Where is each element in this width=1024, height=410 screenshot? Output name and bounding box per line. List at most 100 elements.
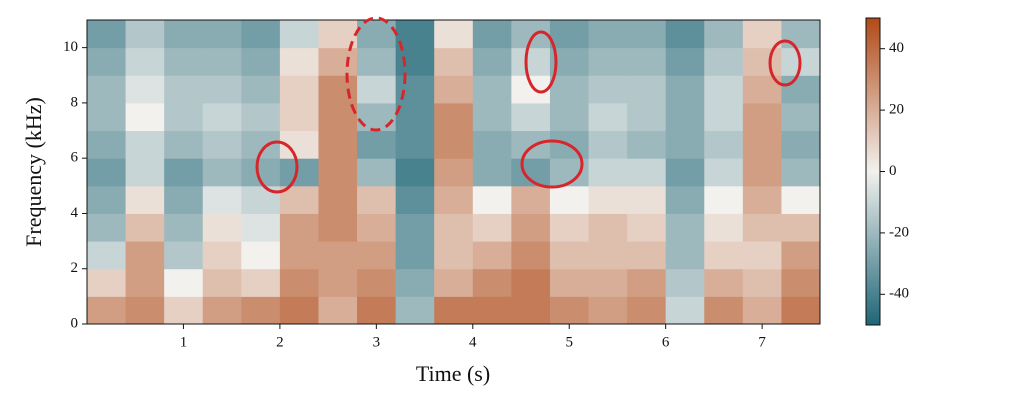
heatmap-cell [511, 296, 551, 325]
heatmap-cell [125, 158, 165, 187]
heatmap-cell [357, 213, 397, 242]
heatmap-cell [279, 268, 319, 297]
heatmap-cell [241, 241, 281, 270]
heatmap-cell [627, 213, 667, 242]
heatmap-cell [742, 130, 782, 159]
heatmap-cell [511, 213, 551, 242]
heatmap-cell [665, 20, 705, 49]
heatmap-cell [357, 20, 397, 49]
heatmap-cell [781, 185, 821, 214]
heatmap-cell [781, 268, 821, 297]
heatmap-cell [665, 75, 705, 104]
heatmap-cell [357, 102, 397, 132]
heatmap-cell [164, 75, 204, 104]
plot-frame [86, 19, 821, 325]
heatmap-cell [357, 158, 397, 187]
heatmap-cell [87, 130, 127, 159]
heatmap-cell [125, 268, 165, 297]
x-tick-label: 1 [180, 334, 188, 350]
heatmap-cell [357, 185, 397, 214]
heatmap-cell [665, 102, 705, 132]
heatmap-cell [125, 102, 165, 132]
heatmap-cell [125, 213, 165, 242]
heatmap-cell [704, 185, 744, 214]
heatmap-cell [395, 102, 435, 132]
heatmap-cell [434, 75, 474, 104]
heatmap-cell [511, 75, 551, 104]
heatmap-cell [164, 296, 204, 325]
y-axis-label: Frequency (kHz) [21, 97, 46, 247]
heatmap-cell [395, 158, 435, 187]
heatmap-cell [202, 47, 242, 76]
heatmap-cell [434, 241, 474, 270]
heatmap-cell [241, 213, 281, 242]
heatmap-cell [511, 241, 551, 270]
heatmap-cell [87, 268, 127, 297]
colorbar-tick-label: -20 [889, 224, 909, 240]
heatmap-cell [87, 75, 127, 104]
heatmap-cell [202, 158, 242, 187]
heatmap-cell [742, 102, 782, 132]
heatmap-cell [164, 268, 204, 297]
heatmap-cell [357, 130, 397, 159]
heatmap-cell [164, 213, 204, 242]
y-tick-label: 0 [71, 315, 79, 331]
heatmap-cell [511, 102, 551, 132]
heatmap-cell [357, 75, 397, 104]
y-tick-label: 4 [71, 205, 79, 221]
heatmap-cell [125, 20, 165, 49]
heatmap-cell [434, 213, 474, 242]
heatmap-cell [318, 241, 358, 270]
heatmap-cell [202, 130, 242, 159]
heatmap-cell [202, 213, 242, 242]
heatmap-cell [241, 185, 281, 214]
y-tick-label: 10 [63, 39, 78, 55]
heatmap-cell [395, 213, 435, 242]
ellipse [255, 140, 299, 194]
heatmap-cell [472, 296, 512, 325]
heatmap-cell [588, 20, 628, 49]
heatmap-cell [665, 213, 705, 242]
heatmap-cell [357, 296, 397, 325]
heatmap-cell [125, 47, 165, 76]
colorbar-tick-label: -40 [889, 286, 909, 302]
heatmap-cell [87, 241, 127, 270]
heatmap-cell [279, 20, 319, 49]
heatmap-cell [742, 241, 782, 270]
heatmap-cell [549, 296, 590, 325]
heatmap-cell [781, 102, 821, 132]
heatmap-cell [241, 268, 281, 297]
heatmap-cell [665, 268, 705, 297]
x-tick-label: 6 [662, 334, 670, 350]
heatmap [87, 20, 821, 325]
x-tick-label: 7 [758, 334, 766, 350]
heatmap-cell [627, 75, 667, 104]
heatmap-cell [704, 102, 744, 132]
heatmap-cell [434, 185, 474, 214]
heatmap-cell [318, 158, 358, 187]
heatmap-cell [395, 185, 435, 214]
heatmap-cell [241, 102, 281, 132]
heatmap-cell [781, 158, 821, 187]
heatmap-cell [588, 130, 628, 159]
heatmap-cell [164, 47, 204, 76]
heatmap-cell [318, 102, 358, 132]
colorbar-tick-label: 40 [889, 40, 904, 56]
y-tick-label: 2 [71, 260, 79, 276]
heatmap-cell [472, 268, 512, 297]
heatmap-cell [472, 20, 512, 49]
heatmap-cell [395, 241, 435, 270]
heatmap-cell [627, 158, 667, 187]
heatmap-cell [318, 185, 358, 214]
heatmap-cell [742, 268, 782, 297]
heatmap-cell [279, 213, 319, 242]
heatmap-cell [588, 213, 628, 242]
heatmap-cell [781, 130, 821, 159]
heatmap-cell [279, 296, 319, 325]
heatmap-cell [279, 158, 319, 187]
heatmap-cell [665, 130, 705, 159]
heatmap-cell [511, 47, 551, 76]
heatmap-cell [742, 20, 782, 49]
heatmap-cell [279, 47, 319, 76]
